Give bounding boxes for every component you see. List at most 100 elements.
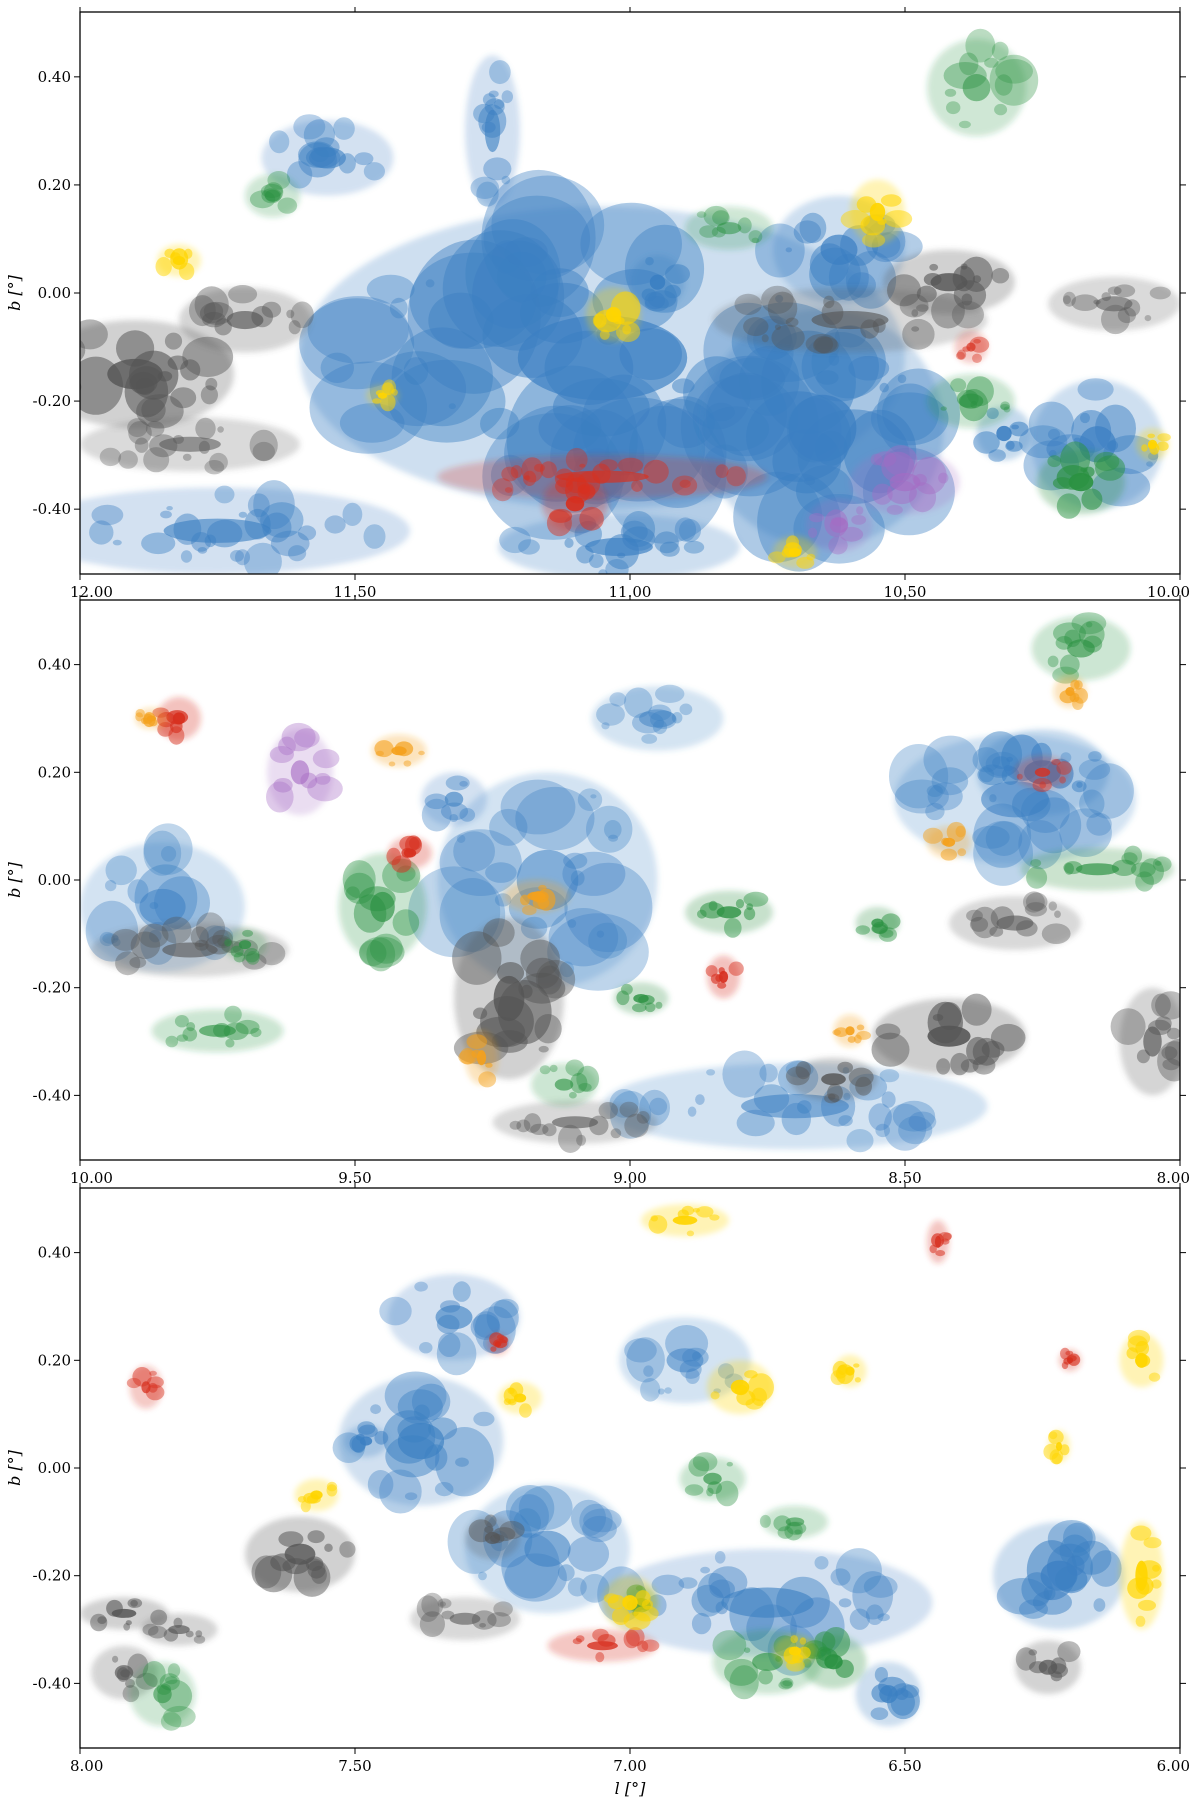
- panel-top: 12.00 11.50 11.00 10.50 10.00 0.40 0.20 0.00 -0.…: [5, 7, 1190, 601]
- panel-middle: 10.00 9.50 9.00 8.50 8.00 0.40 0.20 0.00 -0.20 -0…: [5, 595, 1190, 1187]
- y-tick-label: 0.40: [38, 1244, 71, 1262]
- panel-bottom: 8.00 7.50 7.00 6.50 6.00 0.40 0.20 0.00 -0.20 -0.…: [5, 1183, 1190, 1798]
- structure-grey: [949, 891, 1081, 950]
- structure-red: [437, 447, 768, 502]
- structure-red: [705, 955, 744, 999]
- y-axis-title: b [°]: [5, 861, 24, 898]
- structure-red: [487, 1332, 509, 1355]
- structure-grey: [80, 417, 300, 475]
- structure-yellow: [1119, 1329, 1164, 1388]
- structure-grey: [410, 1592, 520, 1641]
- structure-yellow: [1119, 1521, 1164, 1630]
- structure-orange: [1053, 675, 1088, 710]
- structure-red: [126, 1365, 165, 1409]
- structure-green: [685, 890, 773, 938]
- structure-yellow: [586, 287, 641, 343]
- x-tick-label: 11.00: [609, 583, 652, 601]
- structure-orange: [135, 707, 168, 730]
- y-tick-label: -0.40: [33, 500, 71, 518]
- structure-blue: [591, 684, 724, 751]
- structure-blue: [332, 1371, 504, 1514]
- structure-green: [245, 171, 300, 218]
- structure-blue: [421, 772, 487, 832]
- structure-yellow: [707, 1360, 775, 1415]
- x-tick-label: 7.50: [338, 1757, 371, 1775]
- y-tick-label: -0.20: [33, 979, 71, 997]
- structure-grey: [1015, 1640, 1081, 1695]
- structure-green: [855, 906, 901, 942]
- plot-frame: [79, 1187, 1181, 1749]
- structure-green: [679, 1452, 746, 1507]
- y-tick-label: 0.00: [38, 871, 71, 889]
- structure-red: [1015, 756, 1072, 793]
- structure-yellow: [641, 1204, 729, 1237]
- emission-map: [80, 28, 1180, 574]
- structure-grey: [785, 1057, 878, 1104]
- structure-grey: [245, 1516, 356, 1597]
- structure-grey: [91, 912, 289, 977]
- structure-yellow: [498, 1381, 542, 1418]
- structure-green: [613, 982, 669, 1015]
- structure-blue: [379, 1274, 520, 1376]
- structure-orange: [458, 1030, 498, 1088]
- structure-red: [954, 330, 990, 364]
- y-tick-label: 0.00: [38, 1459, 71, 1477]
- y-tick-label: -0.40: [33, 1086, 71, 1104]
- structure-grey: [1110, 987, 1180, 1096]
- structure-grey: [492, 1100, 658, 1153]
- structure-red: [547, 1627, 660, 1663]
- structure-blue: [261, 114, 394, 196]
- x-tick-label: 11.50: [334, 583, 377, 601]
- structure-green: [927, 28, 1039, 137]
- structure-green: [1031, 612, 1131, 684]
- structure-grey: [80, 319, 234, 429]
- structure-purple: [266, 722, 343, 816]
- structure-red: [386, 835, 432, 873]
- structure-grey: [871, 993, 1026, 1076]
- emission-map: [80, 612, 1180, 1153]
- structure-green: [338, 853, 427, 972]
- structure-orange: [371, 734, 427, 767]
- structure-yellow: [773, 1634, 817, 1672]
- structure-grey: [140, 1613, 218, 1646]
- structure-grey: [465, 1514, 525, 1560]
- x-tick-label: 8.00: [70, 1757, 103, 1775]
- y-tick-label: -0.20: [33, 1567, 71, 1585]
- x-tick-label: 8.00: [1157, 1169, 1190, 1187]
- structure-grey: [179, 285, 314, 353]
- y-axis-title: b [°]: [5, 1449, 24, 1486]
- structure-green: [531, 1059, 600, 1107]
- emission-map: [80, 1204, 1164, 1731]
- x-tick-label: 6.00: [1157, 1757, 1190, 1775]
- structure-blue: [993, 1520, 1125, 1630]
- structure-yellow: [294, 1478, 339, 1513]
- y-axis-title: b [°]: [5, 274, 24, 311]
- structure-blue: [855, 1661, 922, 1727]
- structure-blue: [344, 1421, 389, 1458]
- x-tick-label: 9.50: [338, 1169, 371, 1187]
- y-tick-label: 0.00: [38, 284, 71, 302]
- x-tick-label: 10.00: [70, 1169, 113, 1187]
- x-tick-label: 8.50: [888, 1169, 921, 1187]
- structure-blue: [465, 55, 520, 207]
- structure-green: [129, 1661, 196, 1731]
- x-tick-label: 6.50: [888, 1757, 921, 1775]
- y-tick-label: -0.20: [33, 392, 71, 410]
- structure-green: [223, 928, 267, 965]
- structure-orange: [832, 1014, 871, 1047]
- structure-orange: [922, 821, 971, 861]
- structure-yellow: [155, 244, 201, 281]
- structure-grey: [883, 249, 1015, 329]
- structure-green: [927, 374, 1015, 429]
- x-tick-label: 7.00: [613, 1757, 646, 1775]
- structure-yellow: [1043, 1429, 1070, 1465]
- structure-yellow: [1136, 428, 1171, 461]
- y-tick-label: 0.20: [38, 176, 71, 194]
- y-tick-label: -0.40: [33, 1674, 71, 1692]
- structure-blue: [889, 734, 1136, 886]
- structure-yellow: [768, 535, 817, 569]
- y-tick-label: 0.40: [38, 656, 71, 674]
- x-tick-label: 10.00: [1147, 583, 1190, 601]
- structure-grey: [1048, 276, 1180, 335]
